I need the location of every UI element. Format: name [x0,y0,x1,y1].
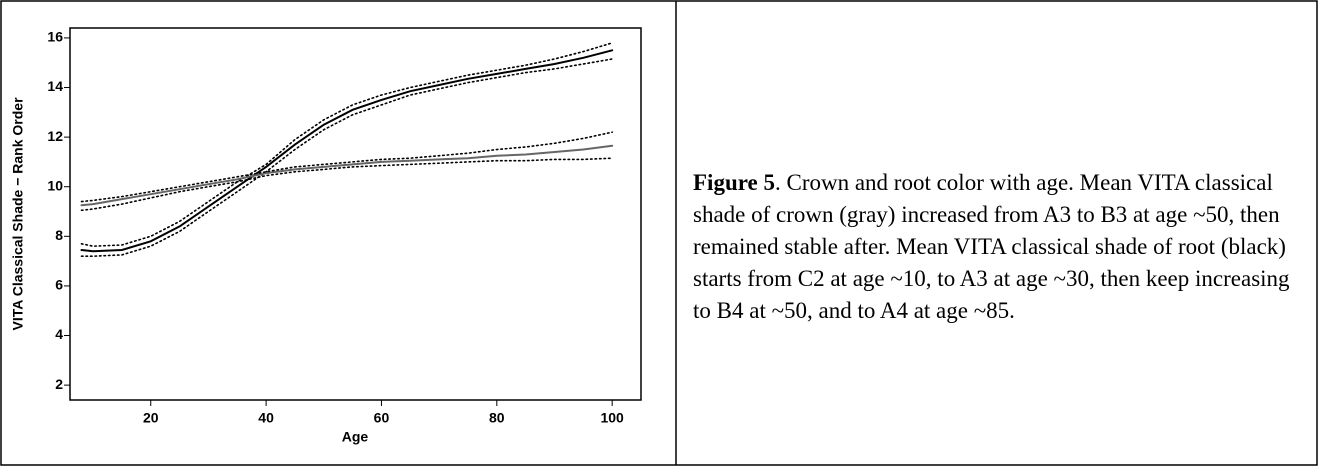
x-tick-label: 100 [600,410,624,426]
y-tick-label: 10 [47,177,63,193]
y-axis-label: VITA Classical Shade − Rank Order [10,97,26,331]
y-tick-label: 14 [47,78,63,94]
caption-text: . Crown and root color with age. Mean VI… [693,170,1290,323]
confidence-line [80,157,613,212]
caption: Figure 5. Crown and root color with age.… [693,167,1308,327]
x-axis-label: Age [342,429,369,445]
y-tick-label: 12 [47,128,63,144]
mean-line [80,144,614,207]
plot-frame [69,27,642,401]
confidence-line [80,131,613,203]
confidence-line [80,58,613,257]
y-tick-label: 8 [55,227,63,243]
caption-label: Figure 5 [693,170,775,195]
y-tick-label: 6 [55,277,63,293]
y-tick-label: 4 [55,326,63,342]
mean-line [80,49,614,253]
x-tick-label: 40 [258,410,274,426]
x-tick-label: 20 [143,410,159,426]
confidence-line [80,42,613,248]
y-tick-label: 16 [47,29,63,45]
y-tick-label: 2 [55,376,63,392]
x-tick-label: 60 [374,410,390,426]
x-tick-label: 80 [489,410,505,426]
